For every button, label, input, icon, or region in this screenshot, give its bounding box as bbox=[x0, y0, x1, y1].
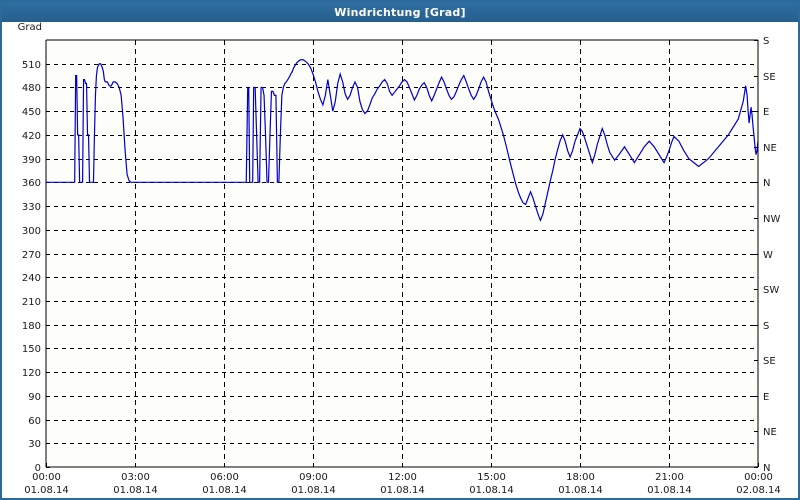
right-axis-tick-label: NE bbox=[763, 143, 777, 154]
y-axis-tick-label: 390 bbox=[22, 155, 41, 166]
right-axis-tick-label: N bbox=[763, 178, 770, 189]
x-axis-time-label: 09:00 bbox=[299, 472, 328, 483]
y-axis-tick-label: 360 bbox=[22, 178, 41, 189]
x-axis-date-label: 01.08.14 bbox=[291, 485, 336, 496]
x-axis-date-label: 01.08.14 bbox=[113, 485, 158, 496]
right-axis-tick-label: NE bbox=[763, 427, 777, 438]
x-axis-date-label: 01.08.14 bbox=[380, 485, 425, 496]
y-axis-tick-label: 210 bbox=[22, 297, 41, 308]
y-axis-tick-label: 270 bbox=[22, 250, 41, 261]
y-axis-tick-label: 150 bbox=[22, 344, 41, 355]
x-axis-time-label: 21:00 bbox=[655, 472, 684, 483]
y-axis-tick-label: 120 bbox=[22, 368, 41, 379]
y-axis-tick-label: 30 bbox=[28, 439, 41, 450]
x-axis-time-label: 00:00 bbox=[32, 472, 61, 483]
y-axis-labels: 0 30 60 90 120 150 180 210 240 270 300 330 360 390 420… bbox=[22, 60, 41, 474]
y-axis-tick-label: 300 bbox=[22, 226, 41, 237]
y-axis-tick-label: 420 bbox=[22, 131, 41, 142]
right-axis-tick-label: S bbox=[763, 36, 769, 47]
x-axis-date-label: 01.08.14 bbox=[558, 485, 603, 496]
y-axis-unit-label: Grad bbox=[18, 22, 42, 33]
x-axis-time-label: 18:00 bbox=[566, 472, 595, 483]
y-axis-tick-label: 510 bbox=[22, 60, 41, 71]
window-titlebar: Windrichtung [Grad] bbox=[2, 2, 798, 22]
y-axis-tick-label: 90 bbox=[28, 392, 41, 403]
right-axis-tick-label: E bbox=[763, 107, 769, 118]
y-axis-tick-label: 450 bbox=[22, 107, 41, 118]
x-axis-date-label: 01.08.14 bbox=[24, 485, 69, 496]
x-axis-date-label: 02.08.14 bbox=[736, 485, 781, 496]
x-axis-date-label: 01.08.14 bbox=[469, 485, 514, 496]
right-axis-tick-label: SE bbox=[763, 356, 776, 367]
x-axis-labels: 00:00 01.08.14 03:00 01.08.14 06:00 01.08.14 0… bbox=[24, 472, 781, 496]
vertical-gridlines bbox=[135, 40, 670, 467]
y-axis-tick-label: 60 bbox=[28, 416, 41, 427]
right-axis-tick-label: N bbox=[763, 463, 770, 474]
x-axis-time-label: 00:00 bbox=[744, 472, 773, 483]
right-axis-tick-label: W bbox=[763, 250, 773, 261]
y-axis-tick-label: 330 bbox=[22, 202, 41, 213]
x-axis-time-label: 06:00 bbox=[210, 472, 239, 483]
x-axis-date-label: 01.08.14 bbox=[202, 485, 247, 496]
window-title: Windrichtung [Grad] bbox=[334, 5, 466, 19]
wind-direction-series bbox=[46, 59, 759, 222]
right-axis-tick-label: S bbox=[763, 321, 769, 332]
y-axis-tick-label: 240 bbox=[22, 273, 41, 284]
y-axis-tick-label: 0 bbox=[35, 463, 41, 474]
chart-plot-container: 0 30 60 90 120 150 180 210 240 270 300 330 360 390 420… bbox=[2, 22, 798, 498]
x-axis-date-label: 01.08.14 bbox=[647, 485, 692, 496]
right-axis-tick-label: E bbox=[763, 392, 769, 403]
right-axis-tick-label: SW bbox=[763, 285, 779, 296]
right-axis-labels: N NE E SE S SW W NW N NE E SE S bbox=[763, 36, 780, 474]
x-axis-time-label: 15:00 bbox=[477, 472, 506, 483]
right-axis-tick-label: NW bbox=[763, 214, 780, 225]
wind-direction-chart: 0 30 60 90 120 150 180 210 240 270 300 330 360 390 420… bbox=[18, 22, 781, 496]
x-axis-time-label: 12:00 bbox=[388, 472, 417, 483]
y-axis-tick-label: 180 bbox=[22, 321, 41, 332]
x-axis-time-label: 03:00 bbox=[121, 472, 150, 483]
y-axis-tick-label: 480 bbox=[22, 83, 41, 94]
right-axis-tick-label: SE bbox=[763, 72, 776, 83]
